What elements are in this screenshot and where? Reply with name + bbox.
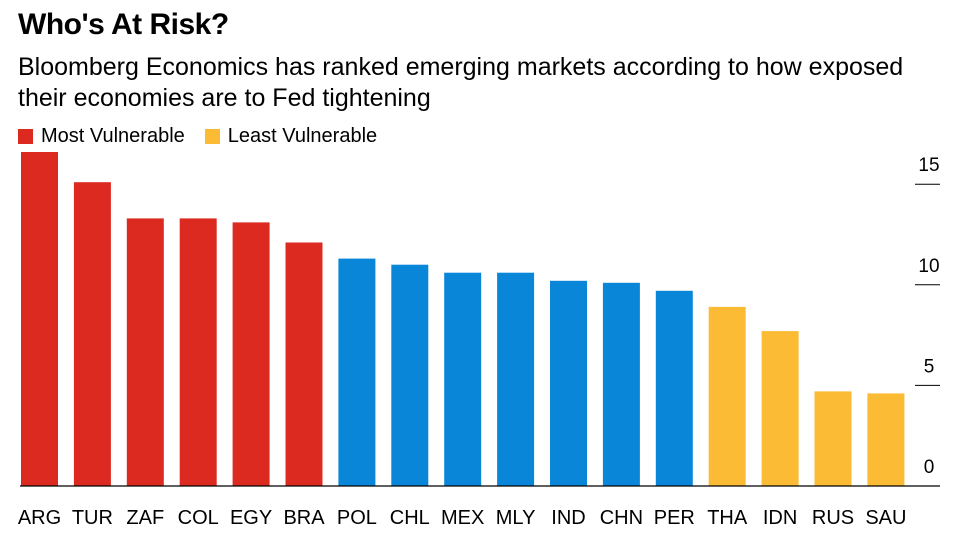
x-tick-label-pol: POL xyxy=(337,507,377,529)
bar-sau xyxy=(867,393,905,486)
x-tick-label-mly: MLY xyxy=(496,507,536,529)
y-axis: 0 5 10 15 xyxy=(915,155,940,478)
bar-arg xyxy=(21,152,58,486)
legend-item-least-vulnerable: Least Vulnerable xyxy=(204,124,378,148)
y-tick-label-0: 0 xyxy=(924,457,935,478)
x-tick-label-rus: RUS xyxy=(812,507,854,529)
legend-swatch-red xyxy=(18,128,33,144)
x-tick-label-per: PER xyxy=(654,507,695,529)
bar-zaf xyxy=(126,218,164,486)
legend: Most Vulnerable Least Vulnerable xyxy=(18,124,397,148)
x-tick-label-tha: THA xyxy=(707,507,748,529)
bar-chn xyxy=(602,282,640,486)
bar-idn xyxy=(761,331,799,486)
x-tick-label-bra: BRA xyxy=(283,507,325,529)
chart-title: Who's At Risk? xyxy=(18,8,229,41)
x-tick-label-chl: CHL xyxy=(390,507,430,529)
legend-label-most-vulnerable: Most Vulnerable xyxy=(41,124,185,147)
bar-per xyxy=(655,290,693,486)
y-tick-label-15: 15 xyxy=(918,155,939,176)
bars-group xyxy=(21,152,905,486)
x-tick-label-egy: EGY xyxy=(230,507,272,529)
bar-bra xyxy=(285,242,323,486)
y-tick-label-5: 5 xyxy=(924,356,935,377)
x-tick-label-mex: MEX xyxy=(441,507,484,529)
x-tick-label-zaf: ZAF xyxy=(126,507,164,529)
chart-subtitle: Bloomberg Economics has ranked emerging … xyxy=(18,53,904,112)
bar-col xyxy=(179,218,217,486)
bar-ind xyxy=(550,280,587,486)
x-tick-label-tur: TUR xyxy=(72,507,113,529)
bar-tur xyxy=(73,182,111,486)
x-tick-label-idn: IDN xyxy=(763,507,797,529)
legend-item-most-vulnerable: Most Vulnerable xyxy=(18,125,185,148)
bar-pol xyxy=(338,258,376,486)
bar-rus xyxy=(814,391,852,486)
bar-chl xyxy=(391,264,429,486)
legend-swatch-yellow xyxy=(204,128,220,144)
bar-mly xyxy=(497,272,535,486)
x-tick-label-col: COL xyxy=(178,507,219,529)
x-tick-label-arg: ARG xyxy=(18,507,61,529)
x-tick-label-ind: IND xyxy=(551,507,585,529)
bar-tha xyxy=(708,306,746,486)
legend-label-least-vulnerable: Least Vulnerable xyxy=(227,124,378,147)
x-axis-labels: ARG TUR ZAF COL EGY BRA POL CHL MEX MLY IND CHN PER T… xyxy=(18,507,907,529)
x-tick-label-sau: SAU xyxy=(865,507,906,529)
bar-mex xyxy=(444,272,482,486)
y-tick-label-10: 10 xyxy=(918,256,939,277)
bar-egy xyxy=(232,222,270,486)
x-tick-label-chn: CHN xyxy=(600,507,643,529)
